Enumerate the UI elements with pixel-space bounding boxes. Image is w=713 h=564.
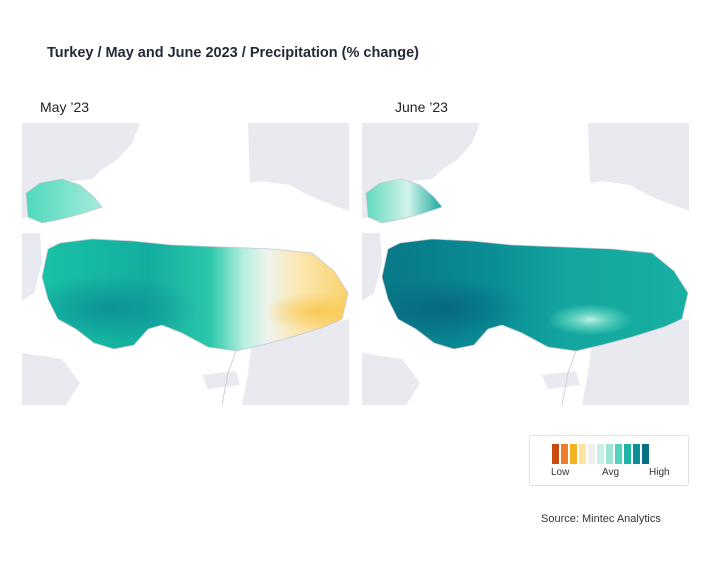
region-thrace [25, 178, 103, 224]
page-title: Turkey / May and June 2023 / Precipitati… [47, 45, 420, 61]
region-thrace [365, 178, 443, 224]
legend-swatch [615, 444, 622, 464]
map-june [362, 123, 689, 405]
legend-swatch [642, 444, 649, 464]
legend-swatch [588, 444, 595, 464]
source-note: Source: Mintec Analytics [541, 513, 661, 525]
legend-swatches [552, 444, 649, 464]
legend-swatch [552, 444, 559, 464]
legend: Low Avg High [529, 435, 689, 486]
legend-low-label: Low [551, 467, 570, 478]
land-west [22, 233, 42, 301]
legend-avg-label: Avg [602, 467, 620, 478]
map-label-may: May ’23 [40, 99, 90, 115]
region-anatolia [41, 238, 349, 352]
legend-high-label: High [649, 467, 670, 478]
legend-swatch [633, 444, 640, 464]
legend-swatch [579, 444, 586, 464]
map-may [22, 123, 349, 405]
legend-swatch [597, 444, 604, 464]
land-northeast [248, 123, 349, 211]
map-label-june: June ’23 [395, 99, 448, 115]
land-island [202, 371, 240, 389]
land-southwest [22, 353, 80, 405]
legend-swatch [570, 444, 577, 464]
region-anatolia [381, 238, 689, 352]
legend-swatch [561, 444, 568, 464]
legend-swatch [624, 444, 631, 464]
legend-swatch [606, 444, 613, 464]
